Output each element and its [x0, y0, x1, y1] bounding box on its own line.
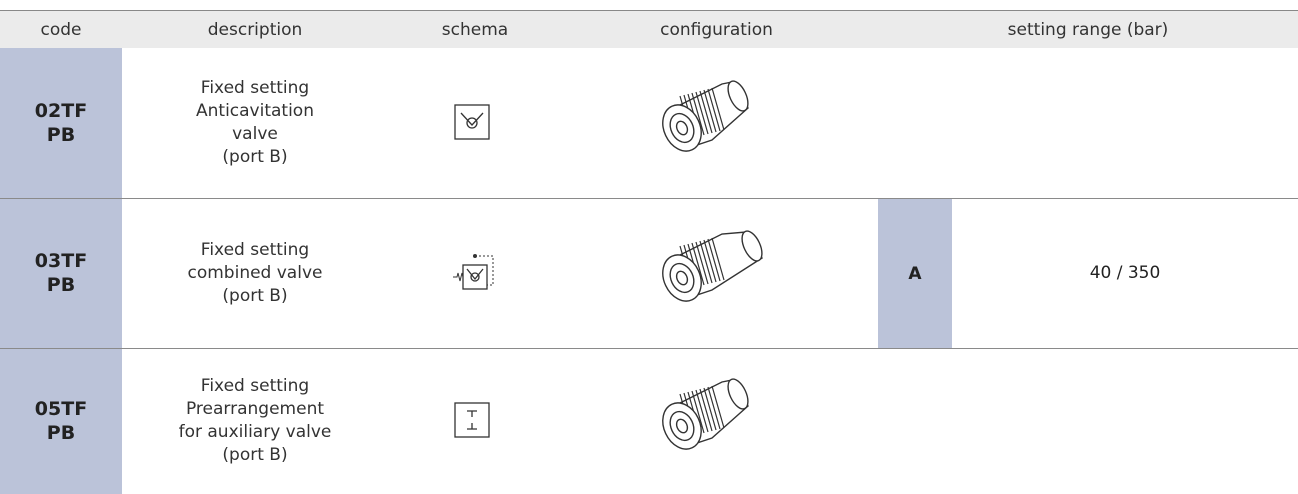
description-cell: Fixed setting combined valve (port B) — [122, 198, 388, 348]
schema-icon — [454, 402, 490, 438]
description-cell: Fixed setting Prearrangement for auxiliary… — [122, 348, 388, 494]
code-cell: 02TF PB — [0, 48, 122, 198]
code-line: 03TF — [34, 250, 88, 272]
code-column-background — [0, 48, 122, 494]
code-line: PB — [46, 124, 76, 146]
code-cell: 05TF PB — [0, 348, 122, 494]
header-cell: code — [40, 20, 82, 40]
header-cell: schema — [441, 20, 509, 40]
code-line: PB — [46, 274, 76, 296]
description-line: valve — [232, 124, 278, 144]
valve-illustration — [661, 230, 763, 302]
header-cell: configuration — [660, 20, 773, 40]
code-line: PB — [46, 422, 76, 444]
description-line: Fixed setting — [200, 239, 310, 260]
description-line: Fixed setting — [200, 78, 310, 98]
description-line: Anticavitation — [196, 101, 314, 121]
description-line: (port B) — [222, 147, 288, 167]
setting-range-cell: 40 / 350 — [1089, 263, 1161, 283]
code-line: 02TF — [34, 100, 88, 122]
description-line: Fixed setting — [200, 376, 310, 396]
row-separator — [0, 348, 1298, 349]
configuration-cell — [555, 348, 878, 494]
header-row: code description schema configuration se… — [0, 10, 1298, 48]
description-line: (port B) — [222, 285, 288, 306]
code-cell: 03TF PB — [0, 198, 122, 348]
description-line: Prearrangement — [185, 399, 325, 419]
row-separator — [0, 198, 1298, 199]
description-line: for auxiliary valve — [178, 422, 332, 442]
configuration-cell — [555, 198, 878, 348]
description-line: combined valve — [187, 262, 323, 283]
header-cell: description — [207, 20, 303, 40]
schema-cell — [395, 198, 555, 348]
header-cell: setting range (bar) — [1007, 20, 1169, 40]
valve-illustration — [661, 378, 749, 450]
schema-cell — [395, 348, 555, 494]
setting-option-cell: A — [878, 199, 952, 348]
description-line: (port B) — [222, 445, 288, 465]
code-line: 05TF — [34, 398, 88, 420]
schema-cell — [395, 48, 555, 198]
configuration-cell — [555, 48, 878, 198]
schema-icon — [453, 254, 494, 290]
description-cell: Fixed setting Anticavitation valve (port B) — [122, 48, 388, 198]
schema-icon — [454, 104, 490, 140]
valve-illustration — [661, 80, 749, 152]
